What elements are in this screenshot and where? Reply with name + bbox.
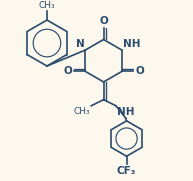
Text: CH₃: CH₃ <box>39 1 55 10</box>
Text: O: O <box>99 16 108 26</box>
Text: CF₃: CF₃ <box>117 166 136 176</box>
Text: N: N <box>75 39 84 49</box>
Text: NH: NH <box>117 107 134 117</box>
Text: O: O <box>63 66 72 76</box>
Text: CH₃: CH₃ <box>73 107 90 116</box>
Text: NH: NH <box>123 39 140 49</box>
Text: O: O <box>135 66 144 76</box>
